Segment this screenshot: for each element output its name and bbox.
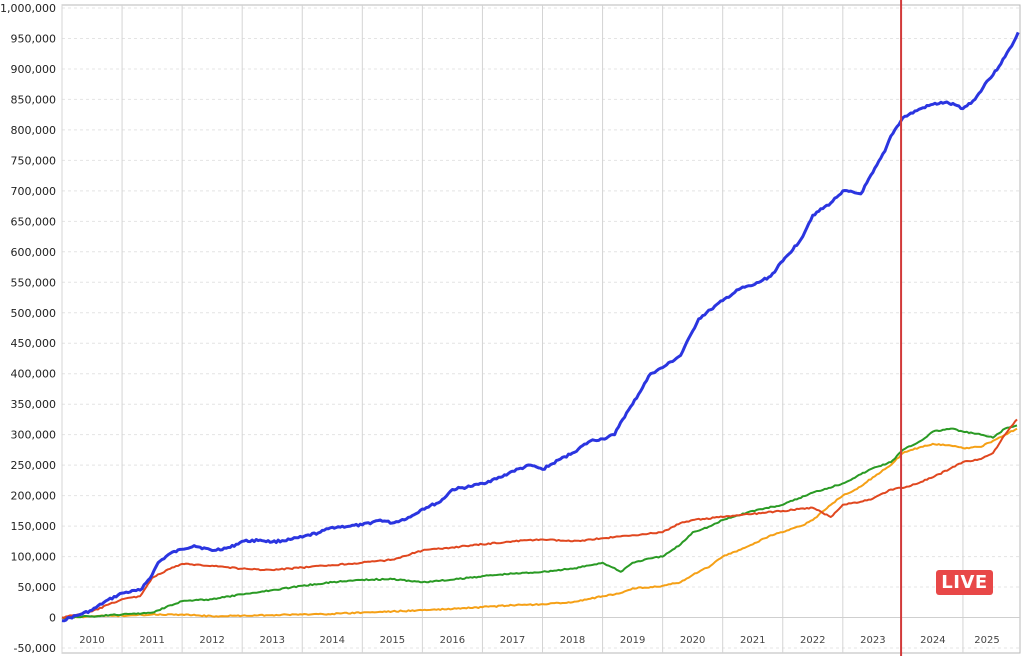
x-tick-label: 2010	[79, 635, 104, 646]
y-tick-label: 950,000	[11, 32, 57, 45]
x-tick-label: 2023	[860, 635, 885, 646]
x-tick-label: 2014	[320, 635, 345, 646]
plot-area	[61, 4, 1021, 654]
y-tick-label: 800,000	[11, 124, 57, 137]
y-tick-label: 850,000	[11, 93, 57, 106]
x-tick-label: 2015	[380, 635, 405, 646]
series-lines	[61, 31, 1020, 623]
x-tick-label: 2017	[500, 635, 525, 646]
y-tick-label: 0	[49, 612, 56, 625]
x-tick-label: 2024	[920, 635, 945, 646]
y-tick-label: 100,000	[11, 551, 57, 564]
y-tick-label: 350,000	[11, 398, 57, 411]
y-tick-label: 600,000	[11, 246, 57, 259]
x-gridlines	[61, 5, 964, 653]
series-line	[61, 424, 1018, 619]
y-gridlines	[62, 7, 1020, 649]
y-tick-label: 700,000	[11, 185, 57, 198]
y-tick-label: -50,000	[14, 642, 56, 655]
y-tick-label: 500,000	[11, 307, 57, 320]
y-tick-label: 150,000	[11, 520, 57, 533]
series-line	[61, 31, 1020, 623]
y-tick-label: 400,000	[11, 368, 57, 381]
series-line	[61, 418, 1018, 619]
x-tick-label: 2021	[740, 635, 765, 646]
y-tick-label: 450,000	[11, 337, 57, 350]
x-tick-label: 2012	[199, 635, 224, 646]
y-tick-label: 650,000	[11, 215, 57, 228]
x-tick-label: 2019	[620, 635, 645, 646]
x-tick-label: 2020	[680, 635, 705, 646]
x-tick-label: 2018	[560, 635, 585, 646]
x-tick-label: 2016	[440, 635, 465, 646]
x-tick-label: 2022	[800, 635, 825, 646]
y-tick-label: 200,000	[11, 490, 57, 503]
y-tick-label: 300,000	[11, 429, 57, 442]
y-tick-label: 1,000,000	[0, 2, 56, 15]
x-tick-label: 2011	[139, 635, 164, 646]
y-axis-tick-labels: -50,000 0 50,000 100,000 150,000 200,000 250,0…	[0, 2, 56, 655]
series-line	[61, 427, 1018, 620]
y-tick-label: 550,000	[11, 276, 57, 289]
x-tick-label: 2025	[974, 635, 999, 646]
live-badge: LIVE	[936, 570, 993, 595]
y-tick-label: 750,000	[11, 154, 57, 167]
y-tick-label: 250,000	[11, 459, 57, 472]
x-tick-label: 2013	[259, 635, 284, 646]
x-axis-tick-labels: 2010 2011 2012 2013 2014 2015 2016 2017 2018 2019…	[79, 635, 999, 646]
y-tick-label: 900,000	[11, 63, 57, 76]
y-tick-label: 50,000	[18, 581, 57, 594]
